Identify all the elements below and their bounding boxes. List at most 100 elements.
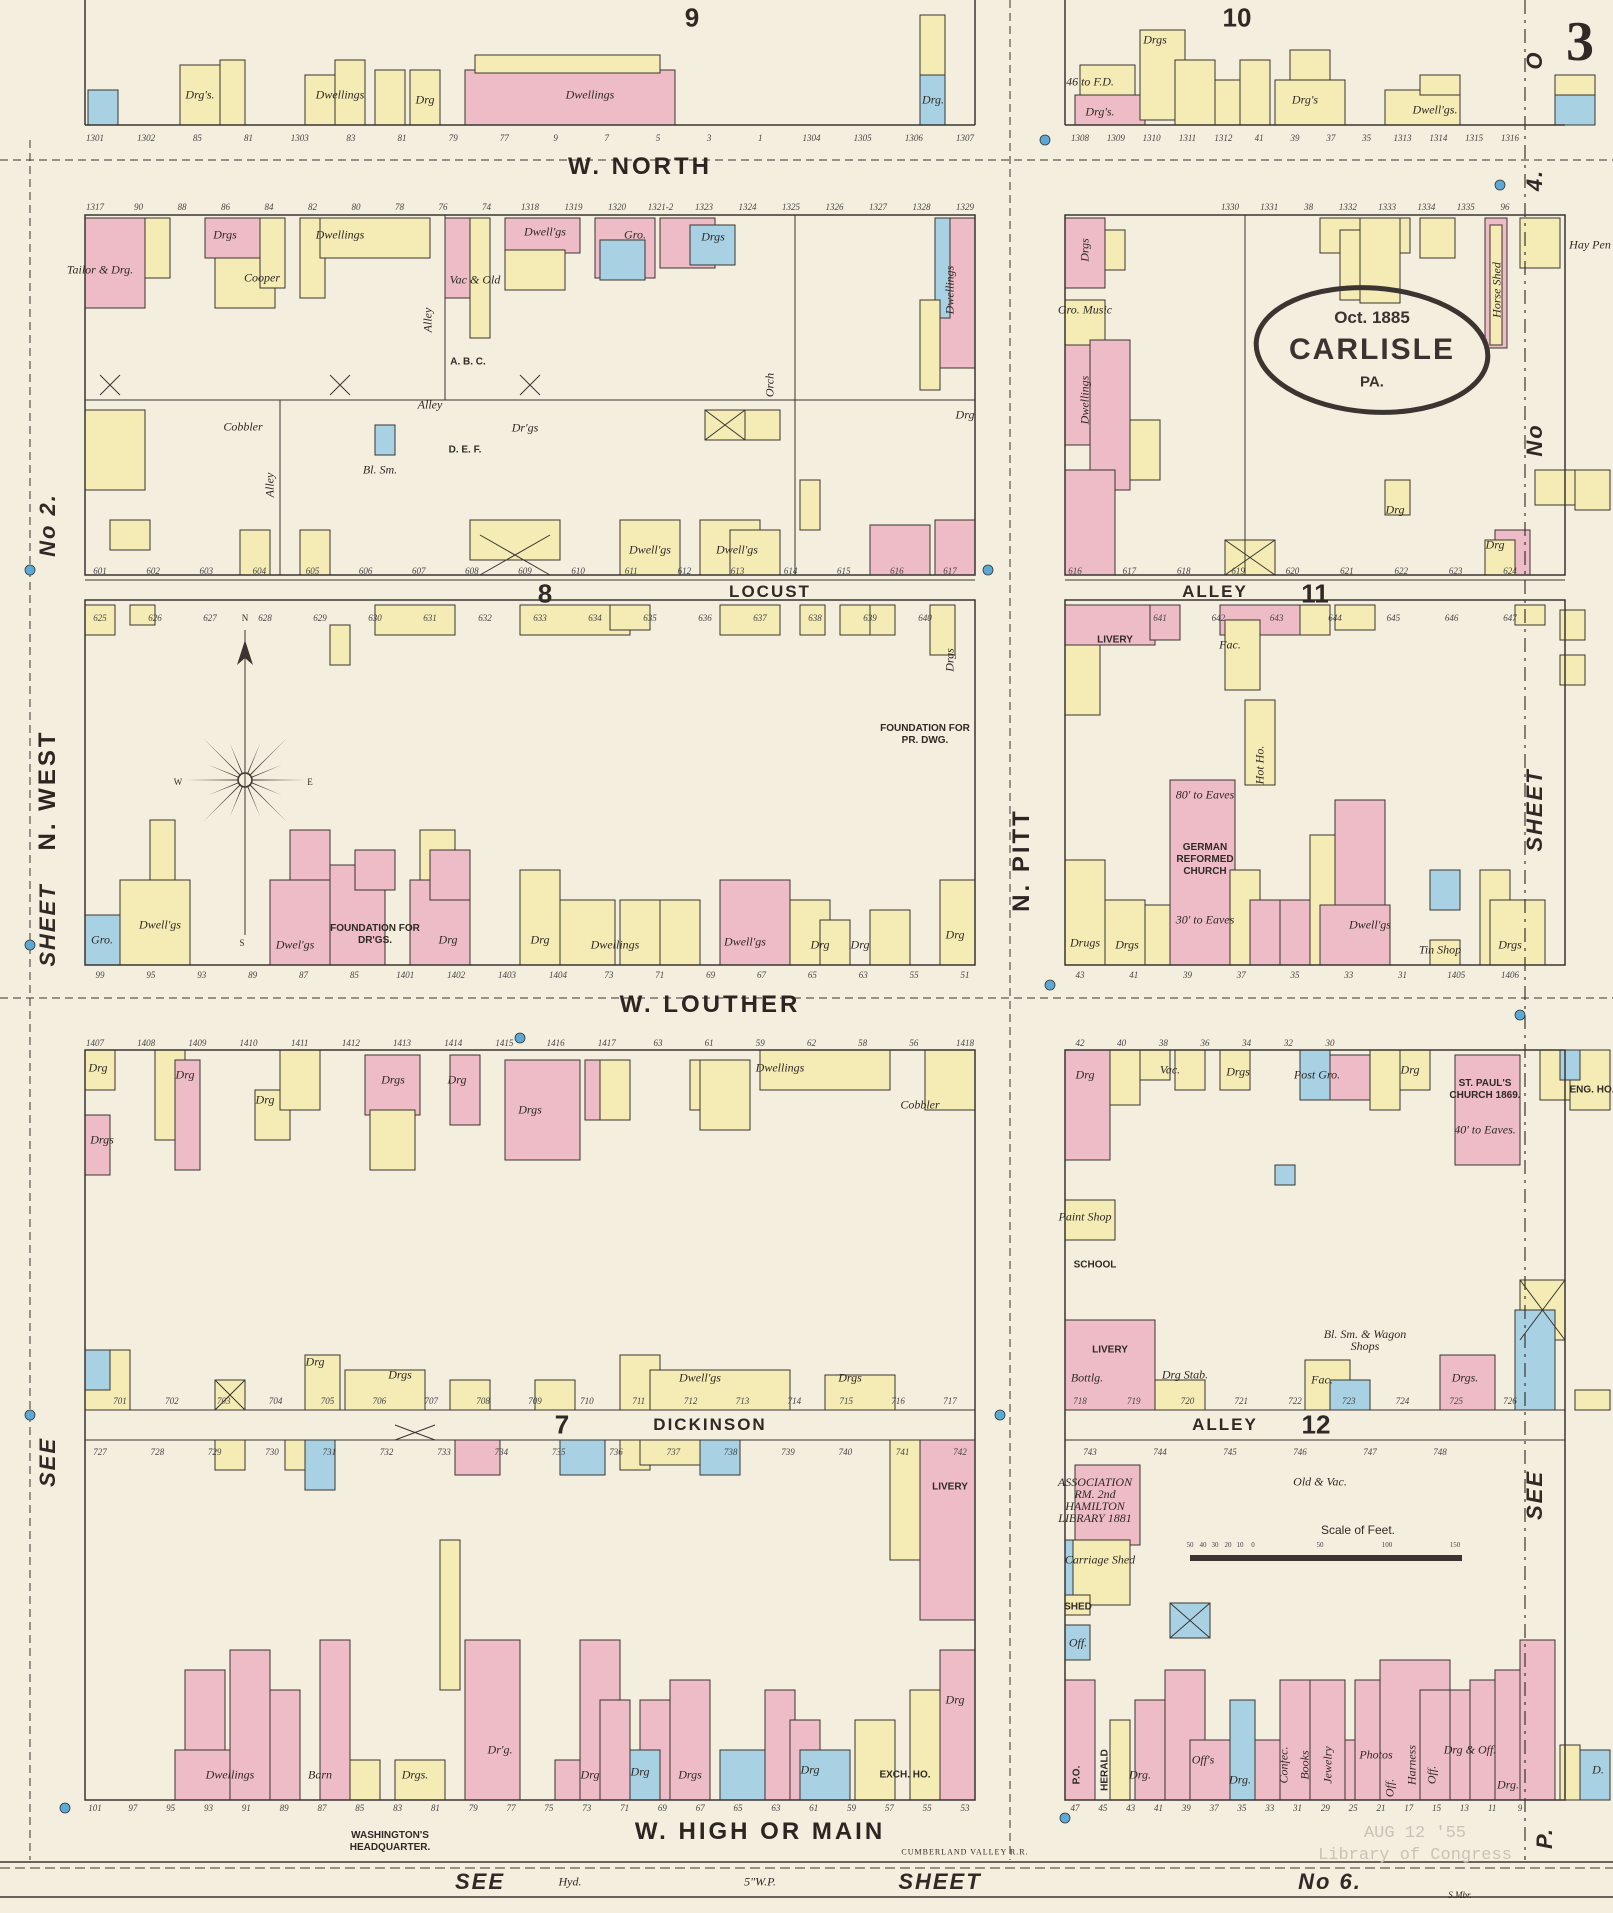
- building-label-eng-ho: ENG. HO.: [1569, 1084, 1613, 1096]
- building: [699, 1439, 741, 1476]
- building: [1104, 229, 1126, 271]
- compass-rose-icon: [208, 764, 240, 779]
- building: [559, 899, 616, 966]
- alley-label: Alley: [417, 397, 443, 412]
- building: [1419, 217, 1456, 259]
- address-number: 747: [1363, 1447, 1377, 1457]
- building-label-dwellgs-8e: Dwell'gs: [724, 934, 766, 949]
- block-outline: [84, 599, 976, 966]
- building-label-drugs: Drugs: [1069, 935, 1101, 950]
- address-number: 629: [313, 613, 327, 623]
- compass-n: N: [241, 613, 249, 623]
- address-number: 37: [1209, 1803, 1219, 1813]
- building-label-drg-8g: Drg: [850, 937, 870, 952]
- building: [87, 89, 119, 126]
- address-number: 1405: [1447, 970, 1466, 980]
- address-number: 42: [1075, 1038, 1085, 1048]
- address-number: 715: [839, 1396, 854, 1406]
- hydrant-icon: [982, 564, 994, 576]
- address-number: 81: [244, 133, 254, 143]
- building: [599, 1699, 631, 1801]
- address-number: 39: [1290, 133, 1300, 143]
- address-number: 7: [604, 133, 610, 143]
- address-number: 1417: [597, 1038, 616, 1048]
- building: [1534, 469, 1576, 506]
- building: [279, 1049, 321, 1111]
- building-label-dwellings-vert: Dwellings: [942, 265, 957, 315]
- building: [559, 1439, 606, 1476]
- address-number: 605: [305, 566, 320, 576]
- building: [1439, 1354, 1496, 1411]
- address-number: 617: [943, 566, 957, 576]
- building: [259, 217, 286, 289]
- address-number: 1321-2: [647, 202, 674, 212]
- building: [869, 524, 931, 576]
- address-number: 93: [203, 1803, 213, 1813]
- building: [184, 1669, 226, 1751]
- maker-mark: S.Mbr.: [1448, 1890, 1472, 1900]
- scale-tick: 40: [1199, 1541, 1207, 1549]
- address-number: 63: [653, 1038, 663, 1048]
- building-label-dwellgs-a7: Dwell'gs: [716, 542, 758, 557]
- address-number: 3: [706, 133, 712, 143]
- building-label-dwelgs-8b: Dwel'gs: [275, 937, 315, 952]
- address-number: 31: [1398, 970, 1407, 980]
- building: [1399, 1049, 1431, 1091]
- building-label-old-vac: Old & Vac.: [1293, 1474, 1347, 1489]
- address-number: 83: [346, 133, 356, 143]
- address-number: 65: [733, 1803, 743, 1813]
- building-label-offs: Off's: [1191, 1752, 1215, 1767]
- address-number: 739: [781, 1447, 795, 1457]
- hydrant-icon: [59, 1802, 71, 1814]
- address-number: 1316: [1501, 133, 1519, 143]
- building: [669, 1679, 711, 1801]
- building-label-livery-7: LIVERY: [932, 1481, 968, 1493]
- building: [869, 604, 896, 636]
- address-number: 1307: [956, 133, 974, 143]
- building: [1279, 1679, 1316, 1801]
- building: [1239, 59, 1271, 126]
- address-number: 716: [891, 1396, 905, 1406]
- building: [619, 899, 661, 966]
- building: [534, 1379, 576, 1411]
- building-label-dwellings-a: Dwellings: [315, 227, 365, 242]
- address-number: 1318: [521, 202, 539, 212]
- margin-bottom-sheet: SHEET: [898, 1869, 982, 1894]
- address-number: 55: [922, 1803, 932, 1813]
- alley-11: ALLEY: [1182, 582, 1248, 601]
- building: [1064, 1539, 1131, 1606]
- hydrant-icon: [24, 1409, 36, 1421]
- building-label-herald: HERALD: [1099, 1749, 1111, 1791]
- address-number: 1332: [1338, 202, 1357, 212]
- building: [219, 59, 246, 126]
- address-number: 702: [165, 1396, 179, 1406]
- building: [369, 1109, 416, 1171]
- address-number: 85: [192, 133, 202, 143]
- address-number: 5: [655, 133, 661, 143]
- address-number: 710: [580, 1396, 594, 1406]
- building-label-alley-v2: Alley: [262, 472, 277, 498]
- building: [289, 829, 331, 881]
- building-label-barn: Barn: [308, 1767, 332, 1782]
- address-number: 1413: [393, 1038, 412, 1048]
- address-number: 703: [217, 1396, 231, 1406]
- address-number: 1403: [498, 970, 517, 980]
- stamp-state: PA.: [1360, 373, 1384, 391]
- address-number: 95: [146, 970, 156, 980]
- building-label-drg-8f: Drg: [810, 937, 830, 952]
- address-number: 1410: [239, 1038, 258, 1048]
- compass-rose-icon: [246, 743, 261, 775]
- address-number: 707: [424, 1396, 439, 1406]
- building-label-eaves-bot: 30' to Eaves: [1175, 912, 1235, 927]
- address-number: 1323: [695, 202, 713, 212]
- address-number: 59: [847, 1803, 857, 1813]
- address-number: 717: [943, 1396, 957, 1406]
- building-label-school: SCHOOL: [1073, 1259, 1117, 1271]
- address-number: 621: [1340, 566, 1354, 576]
- address-number: 721: [1234, 1396, 1249, 1406]
- building-label-drg-12a: Drg: [1075, 1067, 1095, 1082]
- address-number: 733: [437, 1447, 451, 1457]
- building-label-drg-7a: Drg: [88, 1060, 108, 1075]
- address-number: 731: [322, 1447, 337, 1457]
- building: [1064, 469, 1116, 576]
